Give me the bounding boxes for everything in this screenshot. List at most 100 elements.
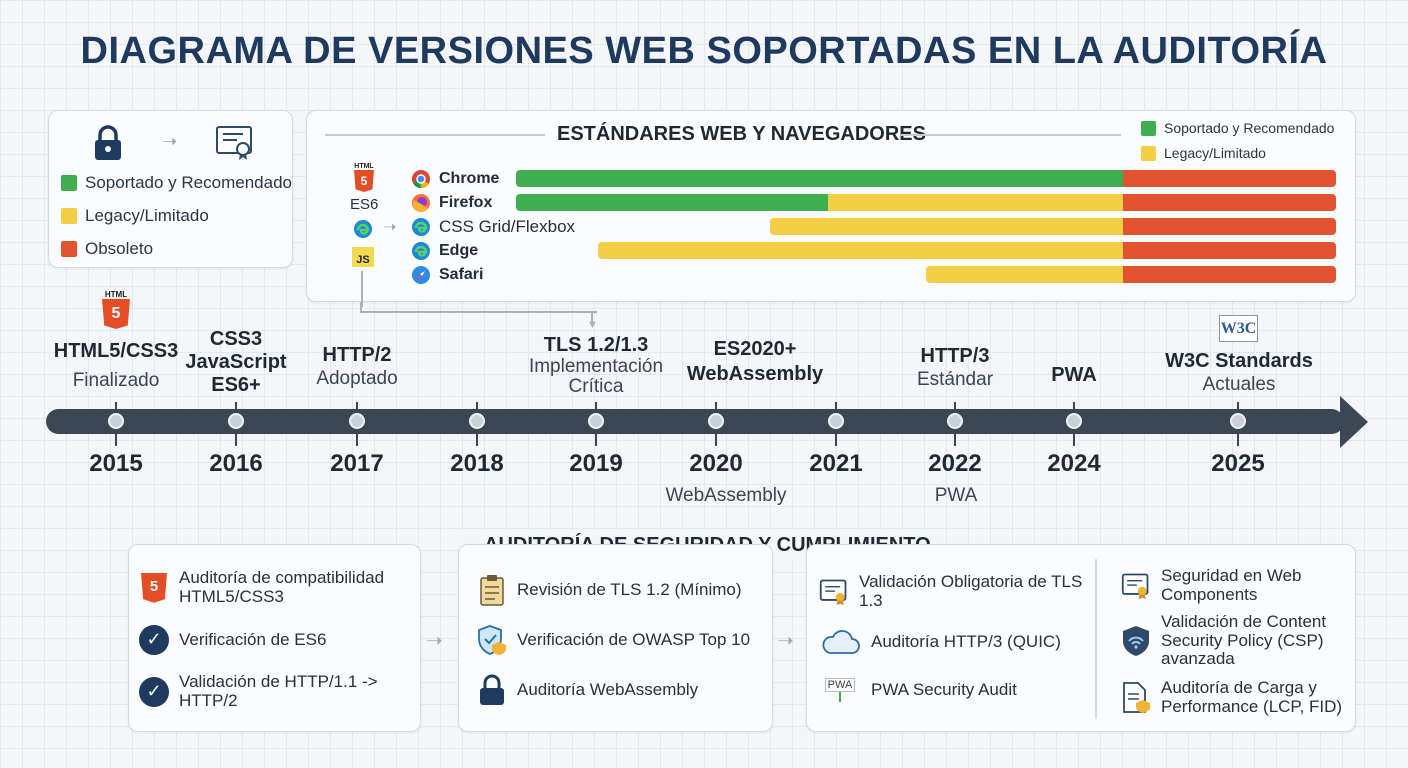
event-2016-line1: CSS3 [209,328,263,350]
event-2015: HTML5/CSS3 Finalizado [36,341,196,391]
event-2015-note: Finalizado [72,370,160,391]
event-2025-title: W3C Standards [1165,350,1313,372]
bar-segment-green [516,194,828,211]
event-2017-note: Adoptado [316,368,398,389]
bar-segment-red [1122,266,1336,283]
year-label: 2020 [689,450,743,477]
legend-card: ➝ Soportado y Recomendado Legacy/Limitad… [48,110,293,268]
browser-row: Firefox [411,192,492,214]
audit-item-label: Auditoría de Carga y Performance (LCP, F… [1161,678,1343,716]
timeline-dot [1230,413,1246,429]
audit-item-label: PWA Security Audit [871,679,1017,699]
standards-legend-legacy-label: Legacy/Limitado [1164,145,1266,161]
certificate-icon [819,577,849,607]
audit-item-label: Validación Obligatoria de TLS 1.3 [859,572,1083,610]
event-2019-note1: Implementación [528,356,664,377]
standards-legend-supported-label: Soportado y Recomendado [1164,120,1335,136]
year-label: 2025 [1211,450,1265,477]
audit-item: ✓ Verificación de ES6 [139,625,409,655]
audit-item: Validación de Content Security Policy (C… [1121,612,1346,669]
audit-item-label: Auditoría de compatibilidad HTML5/CSS3 [179,568,385,606]
timeline-dot [228,413,244,429]
bar-segment-yellow [827,194,1123,211]
year-label: 2018 [450,450,504,477]
timeline-dot [708,413,724,429]
document-shield-icon [1121,681,1151,713]
card-divider [1095,559,1097,719]
year-label: 2022 [928,450,982,477]
bar-segment-red [1122,218,1336,235]
certificate-icon [1121,571,1151,601]
support-bar [598,242,1336,259]
audit-item: Auditoría WebAssembly [477,674,767,705]
browser-label: Chrome [439,170,500,187]
connector-arrowhead: ▼ [587,319,598,331]
year-label: 2024 [1047,450,1101,477]
browser-row: Safari [411,264,483,286]
connector-line [361,271,363,307]
audit-item-label: Revisión de TLS 1.2 (Mínimo) [517,579,742,599]
audit-card-3: Validación Obligatoria de TLS 1.3 Audito… [806,544,1356,732]
event-2016: CSS3 JavaScript ES6+ [156,329,316,396]
connector-arrow [591,312,593,322]
check-icon: ✓ [139,625,169,655]
audit-item-label: Validación de Content Security Policy (C… [1161,612,1327,669]
audit-item-label: Seguridad en Web Components [1161,566,1302,604]
timeline-dot [947,413,963,429]
edge-icon [411,241,431,261]
edge-icon [353,219,373,244]
bar-segment-red [1122,242,1336,259]
bar-segment-red [1122,170,1336,187]
standards-legend-legacy: Legacy/Limitado [1141,145,1266,161]
event-2016-line3: ES6+ [211,374,261,396]
event-2019-title: TLS 1.2/1.3 [543,334,649,356]
browser-label: CSS Grid/Flexbox [439,217,576,236]
green-swatch [61,175,77,191]
standards-card: ESTÁNDARES WEB Y NAVEGADORES Soportado y… [306,110,1356,307]
audit-item: Verificación de OWASP Top 10 [477,625,767,655]
shield-icon [477,625,507,655]
yellow-swatch [61,208,77,224]
bar-segment-yellow [770,218,1123,235]
year-label: 2021 [809,450,863,477]
legend-legacy: Legacy/Limitado [61,206,209,226]
browser-row: CSS Grid/Flexbox [411,216,575,238]
html5-icon-label: HTML [354,163,374,170]
audit-item-label: Verificación de OWASP Top 10 [517,629,751,649]
bar-segment-green [516,170,1123,187]
timeline-dot [588,413,604,429]
event-2022-note: Estándar [916,369,994,390]
legend-obsolete: Obsoleto [61,239,153,259]
timeline-dot [1066,413,1082,429]
year-label: 2017 [330,450,384,477]
event-2016-line2: JavaScript [185,351,287,373]
shield-wifi-icon [1121,626,1151,657]
green-swatch [1141,120,1156,136]
audit-item: Validación Obligatoria de TLS 1.3 [819,572,1089,610]
standards-divider-right [901,134,1121,136]
event-2022: HTTP/3 Estándar [875,346,1035,390]
standards-legend-supported: Soportado y Recomendado [1141,120,1334,136]
audit-item: Auditoría de Carga y Performance (LCP, F… [1121,678,1346,716]
legend-supported-label: Soportado y Recomendado [85,173,292,192]
timeline-dot [828,413,844,429]
audit-item: PWA PWA Security Audit [819,675,1089,705]
certificate-icon [215,125,255,166]
audit-item: Auditoría HTTP/3 (QUIC) [819,627,1089,657]
arrow-right-icon: ➝ [777,630,794,652]
standards-divider-left [325,134,545,136]
browser-label: Edge [439,242,479,259]
event-2022-title: HTTP/3 [920,345,990,367]
event-2017: HTTP/2 Adoptado [277,345,437,389]
chrome-icon [411,169,431,189]
browser-row: Chrome [411,168,499,190]
timeline-bar [46,396,1368,448]
below-2022: PWA [934,485,978,506]
legend-obsolete-label: Obsoleto [85,239,154,258]
w3c-logo: W3C [1219,315,1258,342]
event-2019-note2: Crítica [568,375,624,397]
audit-item-label: Validación de HTTP/1.1 -> HTTP/2 [179,672,378,710]
event-2025-note: Actuales [1202,374,1276,395]
browser-label: Safari [439,266,484,283]
legend-legacy-label: Legacy/Limitado [85,206,209,225]
